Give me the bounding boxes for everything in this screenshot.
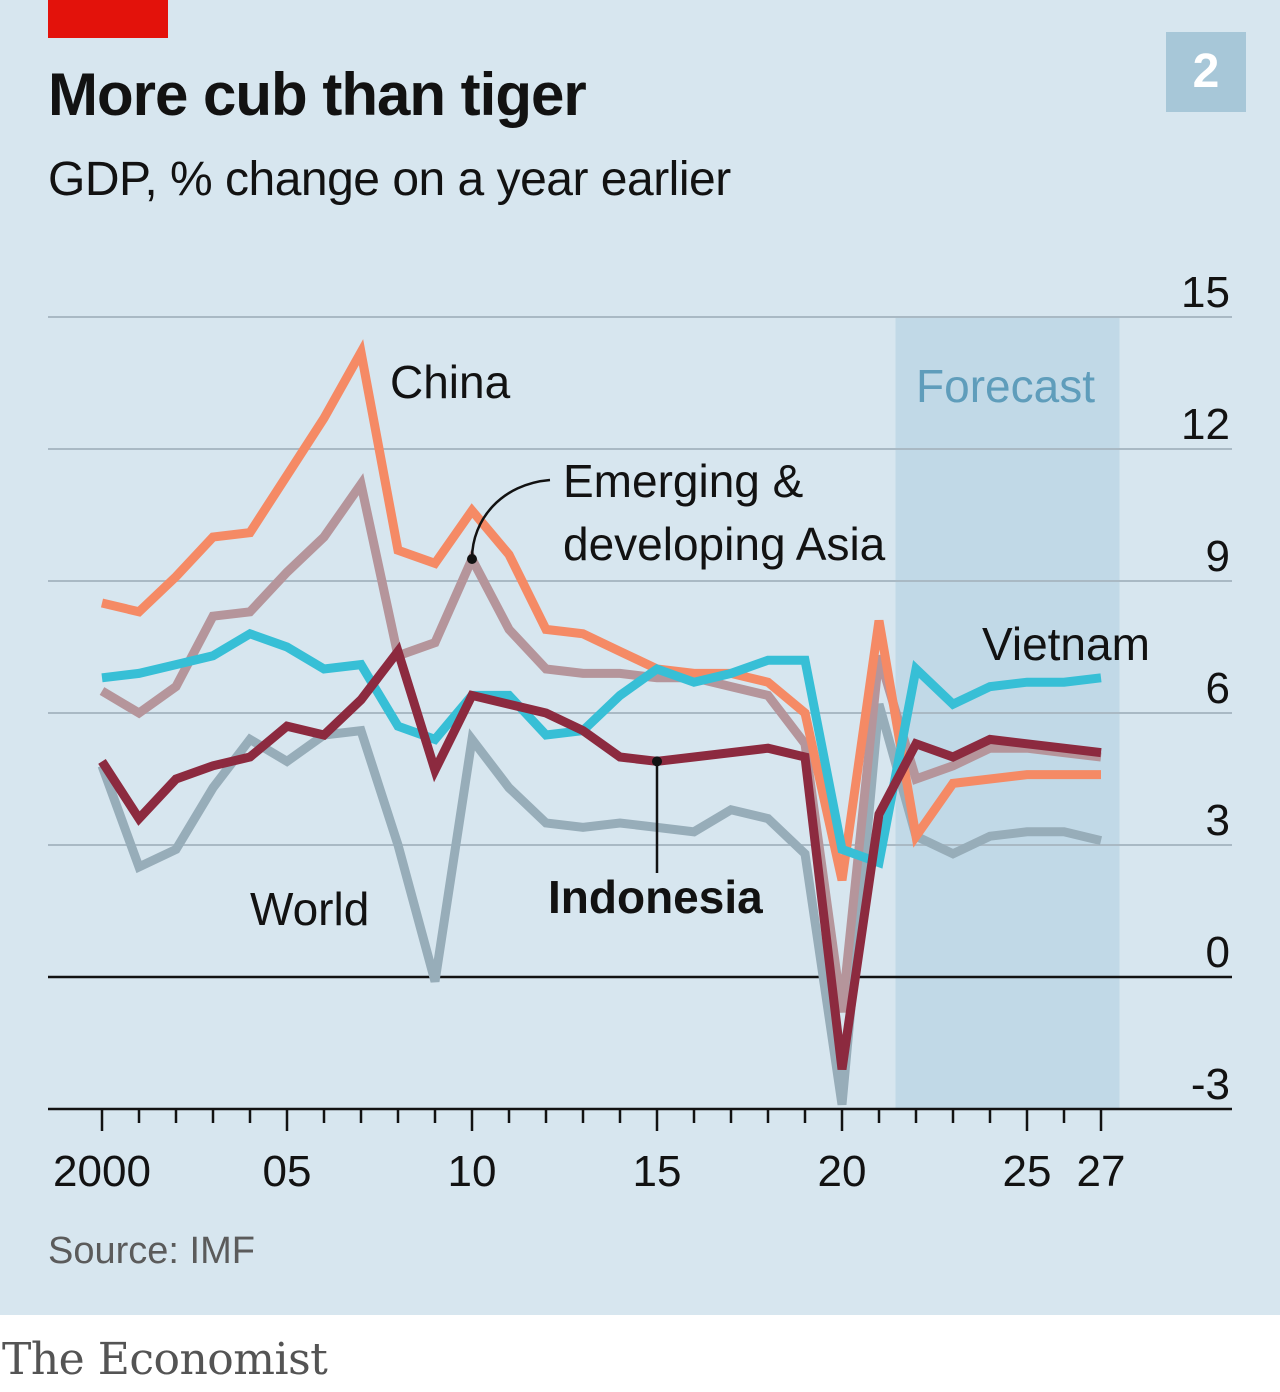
x-tick-label: 25 <box>1003 1147 1052 1196</box>
series-group <box>97 339 1103 1106</box>
x-tick-label: 15 <box>633 1147 682 1196</box>
series-label-world: World <box>250 883 369 935</box>
series-label-china: China <box>390 356 511 408</box>
y-tick-label: 15 <box>1181 268 1230 317</box>
indonesia-leader-dot <box>652 756 662 767</box>
x-tick-label: 2000 <box>53 1147 151 1196</box>
x-tick-label: 10 <box>448 1147 497 1196</box>
x-tick-label: 27 <box>1077 1147 1126 1196</box>
series-label-indonesia: Indonesia <box>548 871 763 923</box>
y-tick-label: 12 <box>1181 400 1230 449</box>
y-tick-label: -3 <box>1191 1060 1230 1109</box>
series-line-vietnam <box>101 628 1102 869</box>
chart-title: More cub than tiger <box>48 61 587 128</box>
y-tick-label: 0 <box>1206 928 1230 977</box>
series-label-asia-line1: Emerging & <box>563 455 803 507</box>
y-tick-label: 6 <box>1206 664 1230 713</box>
brand-red-bar <box>48 0 168 38</box>
x-tick-label: 20 <box>818 1147 867 1196</box>
series-label-asia-line2: developing Asia <box>563 518 886 570</box>
series-line-china <box>100 339 1101 882</box>
labels-group: China Emerging & developing Asia Vietnam Wor… <box>250 356 1150 935</box>
series-label-vietnam: Vietnam <box>982 618 1150 670</box>
chart-subtitle: GDP, % change on a year earlier <box>48 153 731 206</box>
series-line-emerging-developing-asia <box>99 473 1102 1013</box>
chart-number-badge: 2 <box>1166 32 1246 112</box>
publisher-logo: The Economist <box>2 1334 328 1385</box>
y-tick-label: 9 <box>1206 532 1230 581</box>
asia-leader-dot <box>467 554 477 564</box>
series-line-indonesia <box>98 641 1102 1071</box>
line-chart: Forecast -3 0 3 6 9 12 15 2000 05 10 15 20 25 27 Chi… <box>48 268 1232 1196</box>
x-tick-label: 05 <box>263 1147 312 1196</box>
source-note: Source: IMF <box>48 1230 255 1272</box>
asia-leader-line <box>470 478 551 560</box>
forecast-label: Forecast <box>916 360 1095 412</box>
gridlines-group: -3 0 3 6 9 12 15 <box>48 268 1232 1111</box>
y-tick-label: 3 <box>1206 796 1230 845</box>
x-axis-group: 2000 05 10 15 20 25 27 <box>53 1109 1125 1196</box>
series-line-world <box>97 702 1103 1106</box>
